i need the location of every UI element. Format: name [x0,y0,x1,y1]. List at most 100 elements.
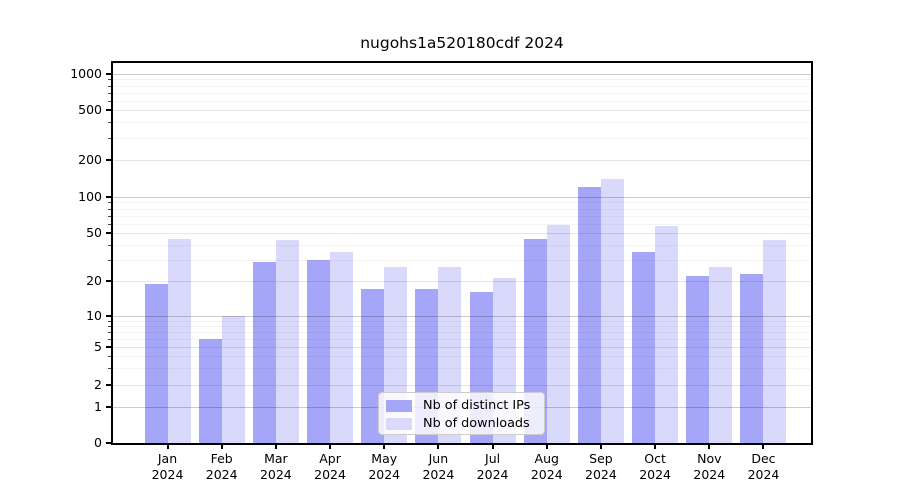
y-tick-mark [106,384,111,386]
x-axis-tick-label: Aug 2024 [515,451,579,483]
y-axis-tick-label: 500 [78,102,102,117]
x-tick-mark [708,445,711,449]
x-tick-mark [654,445,657,449]
y-axis-tick-label: 100 [78,189,102,204]
gridline [113,160,811,161]
legend-entry-downloads: Nb of downloads [386,415,537,432]
bar-nb-of-downloads-sep [600,179,624,443]
x-axis-tick-label: Jun 2024 [406,451,470,483]
legend-entry-distinct-ips: Nb of distinct IPs [386,397,537,414]
x-tick-year: 2024 [151,467,184,482]
y-tick-mark-minor [108,244,111,246]
x-tick-month: Jan [157,451,178,466]
bar-nb-of-downloads-jan [167,238,191,443]
gridline [113,110,811,111]
gridline-minor [113,338,811,340]
gridline-minor [113,244,811,246]
x-tick-year: 2024 [639,467,672,482]
y-axis-tick-label: 1000 [70,66,102,81]
y-tick-mark [106,159,111,161]
legend-label-downloads: Nb of downloads [423,416,530,431]
gridline [113,197,811,198]
x-tick-month: Apr [319,451,341,466]
y-axis-tick-label: 5 [94,339,102,354]
gridline-minor [113,368,811,370]
gridline-minor [113,215,811,217]
x-tick-mark [274,445,277,449]
y-tick-mark-minor [108,85,111,87]
y-axis-tick-label: 50 [86,225,102,240]
x-tick-year: 2024 [747,467,780,482]
y-axis-tick-label: 1 [94,399,102,414]
x-tick-year: 2024 [693,467,726,482]
gridline-minor [113,259,811,261]
x-axis-tick-label: Apr 2024 [298,451,362,483]
x-tick-mark [599,445,602,449]
y-tick-mark-minor [108,320,111,322]
gridline-minor [113,100,811,102]
bar-nb-of-distinct-ips-dec [740,273,764,443]
x-tick-month: Sep [589,451,613,466]
gridline-minor [113,208,811,210]
x-tick-month: Aug [534,451,559,466]
y-tick-mark [106,442,111,444]
x-tick-mark [220,445,223,449]
bar-nb-of-distinct-ips-oct [632,251,656,443]
x-tick-year: 2024 [259,467,292,482]
bar-nb-of-downloads-oct [655,226,679,443]
legend: Nb of distinct IPs Nb of downloads [378,392,545,435]
x-tick-year: 2024 [368,467,401,482]
x-axis-tick-label: Dec 2024 [731,451,795,483]
y-tick-mark [106,73,111,75]
y-tick-mark-minor [108,122,111,124]
y-tick-mark-minor [108,223,111,225]
y-tick-mark-minor [108,79,111,81]
gridline [113,385,811,386]
x-axis-tick-label: Jan 2024 [136,451,200,483]
x-axis-tick-label: Feb 2024 [190,451,254,483]
gridline [113,281,811,282]
x-tick-month: May [371,451,398,466]
gridline-minor [113,202,811,204]
x-axis-tick-label: Mar 2024 [244,451,308,483]
gridline-minor [113,79,811,81]
x-tick-mark [545,445,548,449]
bar-nb-of-distinct-ips-sep [577,187,601,443]
bar-nb-of-distinct-ips-apr [307,259,331,443]
plot-area [113,63,811,443]
y-tick-mark-minor [108,331,111,333]
legend-swatch-downloads [386,417,412,430]
x-tick-month: Dec [751,451,776,466]
y-tick-mark-minor [108,215,111,217]
y-tick-mark-minor [108,208,111,210]
y-tick-mark [106,406,111,408]
x-tick-month: Mar [264,451,288,466]
x-tick-month: Jun [428,451,449,466]
x-axis-tick-label: May 2024 [352,451,416,483]
y-tick-mark [106,315,111,317]
x-axis-tick-label: Sep 2024 [569,451,633,483]
bar-nb-of-downloads-feb [221,316,245,443]
x-tick-mark [166,445,169,449]
x-tick-month: Nov [697,451,722,466]
gridline-minor [113,122,811,124]
y-tick-mark-minor [108,356,111,358]
x-tick-year: 2024 [585,467,617,482]
y-tick-mark-minor [108,259,111,261]
legend-label-distinct-ips: Nb of distinct IPs [423,398,531,413]
gridline-minor [113,85,811,87]
bar-nb-of-distinct-ips-feb [198,338,222,443]
top-spine [111,61,813,63]
bar-nb-of-distinct-ips-aug [523,238,547,443]
gridline [113,347,811,348]
y-tick-mark [106,232,111,234]
y-tick-mark-minor [108,325,111,327]
gridline-minor [113,137,811,139]
y-tick-mark-minor [108,92,111,94]
bar-nb-of-distinct-ips-jan [144,283,168,443]
x-tick-mark [437,445,440,449]
gridline-minor [113,320,811,322]
gridline-minor [113,331,811,333]
gridline [113,74,811,75]
